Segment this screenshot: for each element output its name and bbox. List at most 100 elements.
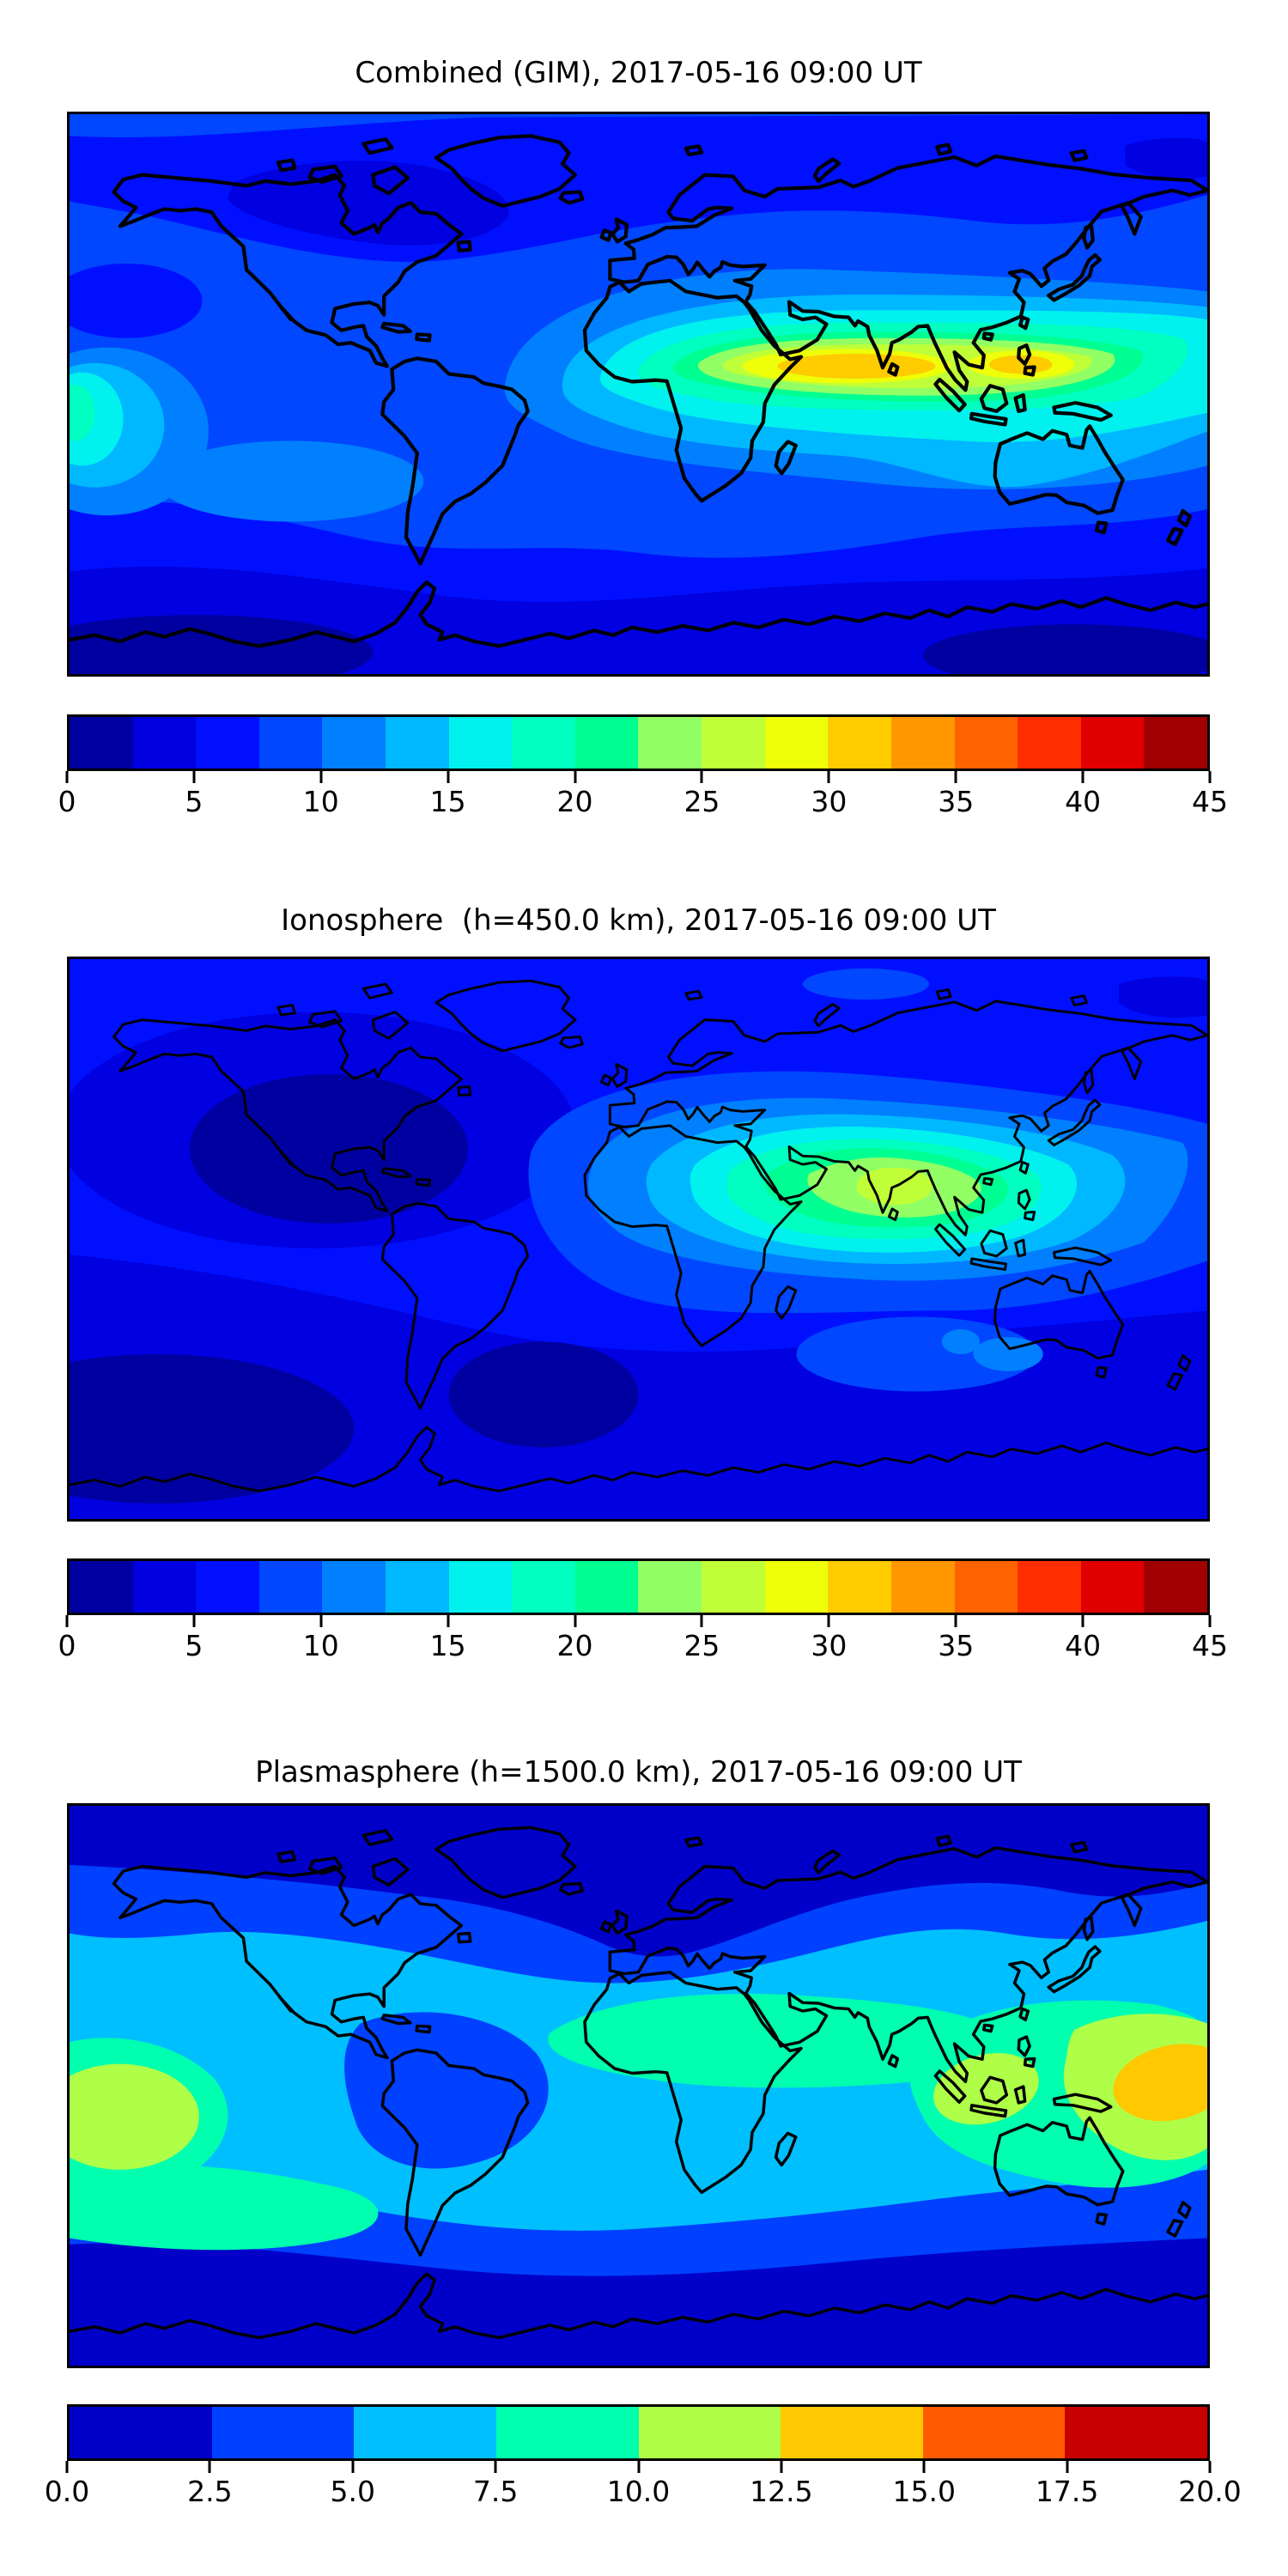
- colorbar-tick-label: 20: [556, 785, 593, 818]
- colorbar-segment: [574, 1561, 639, 1613]
- colorbar-tick: [1066, 2461, 1069, 2473]
- colorbar-segment: [322, 1561, 386, 1613]
- panel2-contour-plot: [70, 959, 1207, 1519]
- colorbar-segment: [1018, 1561, 1081, 1613]
- colorbar-tick: [319, 1615, 323, 1627]
- colorbar-tick-label: 5: [185, 1629, 204, 1662]
- colorbar-segment: [196, 1561, 259, 1613]
- colorbar-tick: [1081, 1615, 1084, 1627]
- colorbar-segment: [196, 717, 259, 769]
- colorbar-segment: [954, 717, 1018, 769]
- colorbar-tick: [700, 771, 703, 783]
- panel1-colorbar: [67, 714, 1210, 771]
- panel3-colorbar-tickmarks: [65, 2461, 1212, 2473]
- colorbar-tick: [954, 1615, 957, 1627]
- colorbar-tick: [700, 1615, 703, 1627]
- colorbar-tick: [922, 2461, 926, 2473]
- colorbar-segment: [211, 2407, 355, 2458]
- colorbar-tick-label: 45: [1192, 1629, 1228, 1662]
- colorbar-tick-label: 45: [1192, 785, 1228, 818]
- colorbar-tick-label: 2.5: [187, 2475, 233, 2508]
- colorbar-tick-label: 10.0: [606, 2475, 671, 2508]
- colorbar-segment: [1144, 717, 1207, 769]
- panel2-colorbar-tickmarks: [65, 1615, 1212, 1627]
- colorbar-tick: [1208, 2461, 1212, 2473]
- colorbar-segment: [954, 1561, 1018, 1613]
- colorbar-tick: [637, 2461, 640, 2473]
- colorbar-tick: [1081, 771, 1084, 783]
- colorbar-segment: [70, 2407, 212, 2458]
- colorbar-tick-label: 12.5: [750, 2475, 813, 2508]
- colorbar-segment: [132, 1561, 197, 1613]
- colorbar-segment: [70, 1561, 133, 1613]
- panel1-colorbar-ticklabels: 0 5 10 15 20 25 30 35 40 45: [58, 785, 1229, 821]
- colorbar-segment: [702, 1561, 765, 1613]
- colorbar-tick: [447, 771, 450, 783]
- colorbar-segment: [386, 1561, 449, 1613]
- colorbar-segment: [354, 2407, 496, 2458]
- colorbar-tick-label: 20.0: [1178, 2475, 1242, 2508]
- colorbar-segment: [512, 1561, 575, 1613]
- colorbar-tick: [494, 2461, 497, 2473]
- colorbar-tick: [574, 1615, 577, 1627]
- colorbar-tick-label: 25: [683, 785, 720, 818]
- colorbar-segment: [1080, 717, 1145, 769]
- panel3-colorbar: [67, 2404, 1210, 2461]
- colorbar-tick-label: 7.5: [472, 2475, 519, 2508]
- colorbar-tick: [319, 771, 323, 783]
- colorbar-tick-label: 15: [429, 785, 466, 818]
- colorbar-segment: [512, 717, 575, 769]
- panel3-colorbar-ticklabels: 0.0 2.5 5.0 7.5 10.0 12.5 15.0 17.5 20.0: [45, 2475, 1242, 2511]
- colorbar-tick: [65, 2461, 69, 2473]
- colorbar-segment: [828, 717, 891, 769]
- colorbar-tick: [780, 2461, 783, 2473]
- panel2-colorbar: [67, 1558, 1210, 1615]
- colorbar-segment: [1065, 2407, 1207, 2458]
- panel3-map: [67, 1803, 1210, 2368]
- colorbar-tick: [208, 2461, 211, 2473]
- colorbar-segment: [922, 2407, 1066, 2458]
- colorbar-tick: [574, 771, 577, 783]
- colorbar-tick-label: 20: [556, 1629, 593, 1662]
- colorbar-tick: [65, 1615, 69, 1627]
- colorbar-tick: [1208, 771, 1212, 783]
- colorbar-segment: [448, 717, 513, 769]
- panel3-title: Plasmasphere (h=1500.0 km), 2017-05-16 0…: [255, 1755, 1022, 1789]
- colorbar-segment: [258, 1561, 323, 1613]
- colorbar-tick-label: 0.0: [44, 2475, 90, 2508]
- colorbar-segment: [70, 717, 133, 769]
- colorbar-tick: [447, 1615, 450, 1627]
- colorbar-segment: [638, 717, 702, 769]
- panel3-contour-plot: [70, 1806, 1207, 2366]
- colorbar-tick-label: 40: [1065, 785, 1102, 818]
- colorbar-tick-label: 0: [58, 1629, 76, 1662]
- colorbar-tick-label: 10: [302, 785, 339, 818]
- colorbar-tick-label: 5.0: [330, 2475, 375, 2508]
- colorbar-tick: [351, 2461, 355, 2473]
- colorbar-segment: [638, 1561, 702, 1613]
- colorbar-tick-label: 40: [1065, 1629, 1102, 1662]
- colorbar-segment: [638, 2407, 781, 2458]
- panel1-title: Combined (GIM), 2017-05-16 09:00 UT: [355, 56, 922, 90]
- colorbar-segment: [132, 717, 197, 769]
- panel1-contour-plot: [70, 114, 1207, 674]
- colorbar-segment: [828, 1561, 891, 1613]
- colorbar-segment: [258, 717, 323, 769]
- colorbar-segment: [764, 717, 829, 769]
- colorbar-segment: [702, 717, 765, 769]
- colorbar-tick: [827, 1615, 830, 1627]
- colorbar-tick: [954, 771, 957, 783]
- panel1-colorbar-tickmarks: [65, 771, 1212, 783]
- colorbar-tick: [65, 771, 69, 783]
- panel2-map: [67, 957, 1210, 1522]
- colorbar-segment: [890, 717, 955, 769]
- colorbar-tick: [192, 771, 196, 783]
- colorbar-tick-label: 5: [185, 785, 204, 818]
- colorbar-segment: [448, 1561, 513, 1613]
- colorbar-segment: [764, 1561, 829, 1613]
- colorbar-tick-label: 25: [683, 1629, 720, 1662]
- colorbar-tick-label: 17.5: [1035, 2475, 1099, 2508]
- colorbar-tick-label: 15.0: [892, 2475, 956, 2508]
- colorbar-tick: [1208, 1615, 1212, 1627]
